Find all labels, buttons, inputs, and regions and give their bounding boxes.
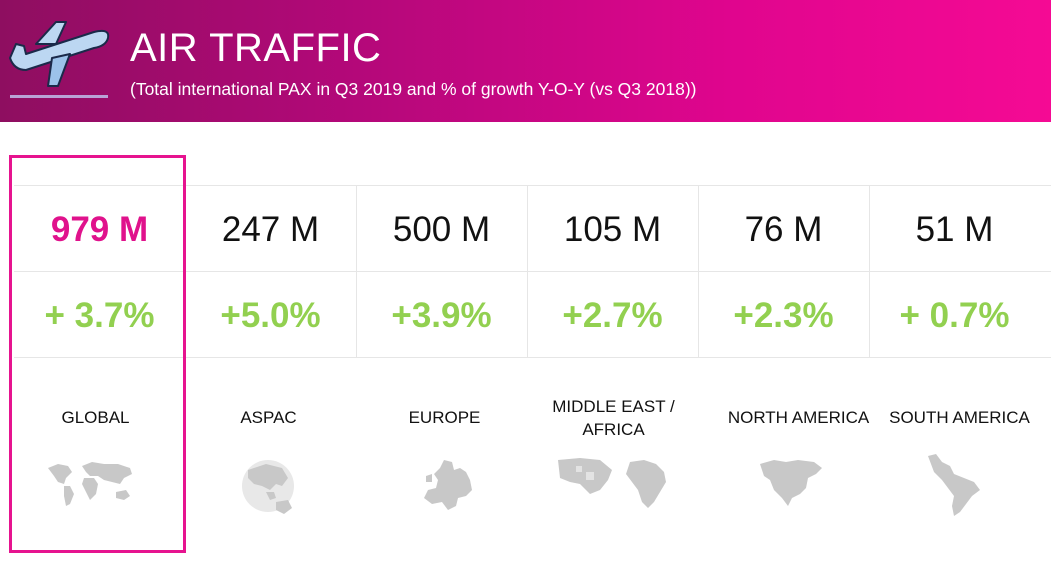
grid-line-col-3 [527, 185, 528, 357]
growth-value-aspac: +5.0% [220, 296, 321, 335]
region-label-north-america: NORTH AMERICA [727, 408, 870, 427]
region-label-middle-east-africa-line2: AFRICA [582, 420, 645, 439]
header-banner: AIR TRAFFIC (Total international PAX in … [0, 0, 1051, 122]
growth-value-middle-east-africa: +2.7% [562, 296, 663, 335]
grid-line-col-2 [356, 185, 357, 357]
pax-value-middle-east-africa: 105 M [563, 210, 662, 249]
aspac-map-icon [242, 460, 294, 514]
global-highlight-frame [9, 155, 186, 553]
region-label-aspac: ASPAC [240, 408, 297, 427]
europe-map-icon [424, 460, 472, 510]
growth-value-north-america: +2.3% [733, 296, 834, 335]
pax-value-aspac: 247 M [221, 210, 320, 249]
south-america-map-icon [928, 454, 980, 516]
grid-line-middle [14, 271, 1051, 272]
growth-value-global: + 3.7% [44, 296, 155, 335]
grid-line-col-4 [698, 185, 699, 357]
middle-east-africa-map-icon [558, 458, 666, 508]
region-label-europe: EUROPE [408, 408, 481, 427]
grid-line-top [14, 185, 1051, 186]
grid-line-bottom [14, 357, 1051, 358]
pax-value-north-america: 76 M [744, 210, 823, 249]
page-title: AIR TRAFFIC [130, 26, 382, 70]
region-label-global: GLOBAL [61, 408, 130, 427]
pax-value-south-america: 51 M [915, 210, 994, 249]
grid-line-col-5 [869, 185, 870, 357]
north-america-map-icon [760, 460, 822, 506]
page-subtitle: (Total international PAX in Q3 2019 and … [130, 79, 697, 99]
region-label-south-america: SOUTH AMERICA [889, 408, 1030, 427]
growth-value-south-america: + 0.7% [899, 296, 1010, 335]
pax-value-europe: 500 M [392, 210, 491, 249]
region-label-middle-east-africa-line1: MIDDLE EAST / [552, 397, 675, 416]
growth-value-europe: +3.9% [391, 296, 492, 335]
pax-value-global: 979 M [50, 210, 149, 249]
world-map-icon [48, 462, 132, 506]
airplane-icon [9, 21, 110, 98]
